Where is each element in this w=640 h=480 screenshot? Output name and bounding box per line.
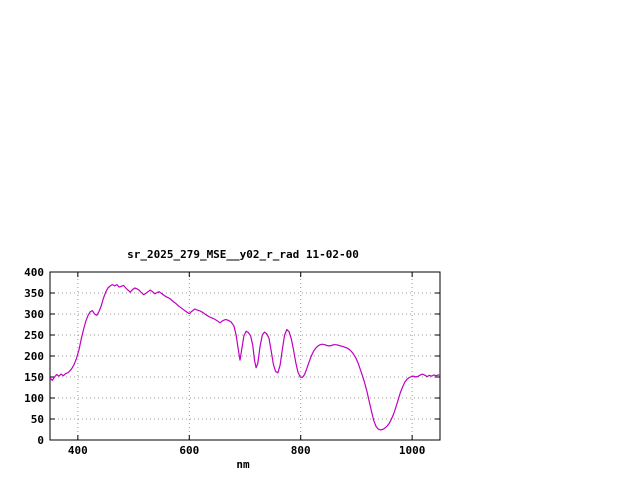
y-tick-label: 150: [24, 371, 44, 384]
chart-title: sr_2025_279_MSE__y02_r_rad 11-02-00: [127, 248, 359, 261]
x-axis-label: nm: [236, 458, 250, 471]
x-tick-label: 600: [179, 444, 199, 457]
y-tick-label: 0: [37, 434, 44, 447]
y-tick-label: 100: [24, 392, 44, 405]
y-tick-label: 250: [24, 329, 44, 342]
y-tick-label: 350: [24, 287, 44, 300]
x-tick-label: 1000: [399, 444, 426, 457]
x-tick-label: 800: [291, 444, 311, 457]
y-tick-label: 400: [24, 266, 44, 279]
y-tick-label: 300: [24, 308, 44, 321]
plot-border: [49, 271, 441, 441]
spectral-curve: [49, 284, 441, 431]
y-tick-label: 50: [31, 413, 44, 426]
y-tick-label: 200: [24, 350, 44, 363]
x-tick-label: 400: [68, 444, 88, 457]
